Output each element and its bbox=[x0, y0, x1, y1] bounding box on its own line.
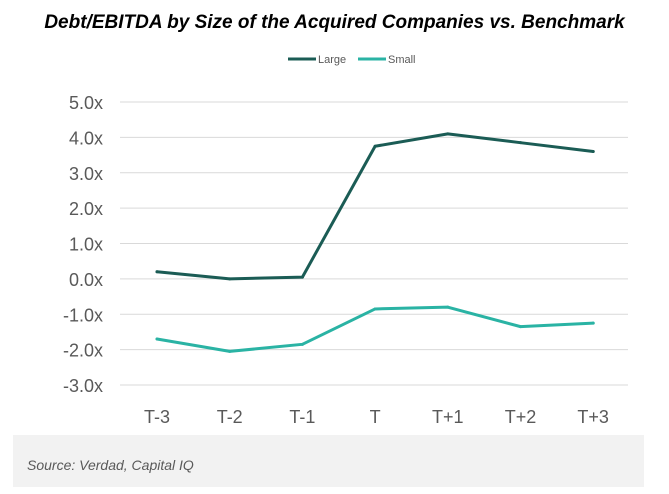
data-point-large bbox=[228, 277, 232, 281]
data-point-large bbox=[519, 141, 522, 145]
data-point-small bbox=[519, 325, 522, 329]
x-tick-label: T+2 bbox=[505, 407, 537, 427]
data-point-small bbox=[373, 307, 377, 311]
y-tick-label: 4.0x bbox=[69, 128, 103, 148]
data-point-small bbox=[591, 321, 595, 325]
y-tick-label: 3.0x bbox=[69, 164, 103, 184]
data-point-small bbox=[300, 342, 304, 346]
data-point-small bbox=[155, 337, 159, 341]
y-tick-label: -2.0x bbox=[63, 341, 103, 361]
y-tick-label: 2.0x bbox=[69, 199, 103, 219]
data-point-large bbox=[591, 150, 595, 154]
data-point-small bbox=[446, 305, 450, 309]
plot-area bbox=[13, 40, 644, 435]
x-tick-label: T-2 bbox=[217, 407, 243, 427]
chart-title: Debt/EBITDA by Size of the Acquired Comp… bbox=[44, 12, 625, 33]
source-note: Source: Verdad, Capital IQ bbox=[27, 457, 194, 473]
data-point-large bbox=[446, 132, 450, 136]
y-tick-label: -3.0x bbox=[63, 376, 103, 396]
data-point-large bbox=[373, 144, 377, 148]
legend-label-large: Large bbox=[318, 54, 346, 66]
x-tick-label: T bbox=[370, 407, 381, 427]
data-point-large bbox=[300, 275, 304, 279]
data-point-large bbox=[155, 270, 159, 274]
y-tick-label: -1.0x bbox=[63, 305, 103, 325]
y-tick-label: 1.0x bbox=[69, 235, 103, 255]
legend-label-small: Small bbox=[388, 54, 416, 66]
y-tick-label: 0.0x bbox=[69, 270, 103, 290]
x-tick-label: T-1 bbox=[289, 407, 315, 427]
x-tick-label: T-3 bbox=[144, 407, 170, 427]
x-tick-label: T+1 bbox=[432, 407, 464, 427]
y-tick-label: 5.0x bbox=[69, 93, 103, 113]
data-point-small bbox=[228, 349, 232, 353]
x-tick-label: T+3 bbox=[577, 407, 609, 427]
